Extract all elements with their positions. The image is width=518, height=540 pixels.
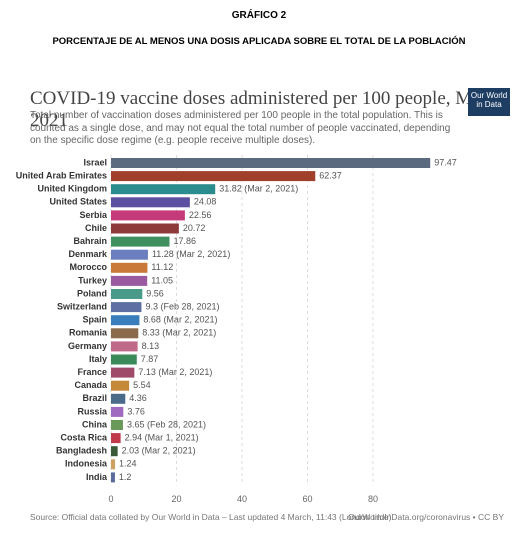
value-label: 62.37	[319, 170, 342, 180]
category-label: Brazil	[82, 393, 107, 403]
source: Source: Official data collated by Our Wo…	[30, 512, 392, 522]
category-label: Canada	[74, 380, 108, 390]
value-label: 8.13	[142, 341, 160, 351]
bar	[111, 249, 148, 260]
bar	[111, 223, 179, 234]
value-label: 4.36	[129, 393, 147, 403]
bar	[111, 236, 170, 247]
category-label: Denmark	[68, 249, 108, 259]
value-label: 8.33 (Mar 2, 2021)	[142, 328, 216, 338]
category-label: Costa Rica	[60, 432, 108, 442]
value-label: 2.94 (Mar 1, 2021)	[125, 432, 199, 442]
value-label: 20.72	[183, 223, 206, 233]
chart-subtitle: Total number of vaccination doses admini…	[30, 110, 451, 146]
bar	[111, 275, 148, 286]
bar	[111, 328, 139, 339]
category-label: Germany	[68, 341, 107, 351]
bar	[111, 433, 121, 444]
bar	[111, 197, 190, 208]
bar	[111, 210, 185, 221]
bar	[111, 302, 142, 313]
value-label: 7.13 (Mar 2, 2021)	[138, 367, 212, 377]
category-label: Bangladesh	[56, 446, 107, 456]
category-label: United Arab Emirates	[16, 170, 107, 180]
heading-sub: PORCENTAJE DE AL MENOS UNA DOSIS APLICAD…	[52, 36, 466, 47]
value-label: 97.47	[434, 157, 457, 167]
bar	[111, 158, 431, 168]
bar	[111, 315, 140, 326]
value-label: 1.24	[119, 459, 137, 469]
value-label: 11.05	[151, 275, 173, 285]
value-label: 3.76	[127, 406, 145, 416]
category-label: France	[77, 367, 107, 377]
category-label: Morocco	[69, 262, 107, 272]
bar	[111, 459, 116, 470]
value-label: 24.08	[194, 197, 217, 207]
x-tick-label: 40	[237, 494, 247, 504]
bar	[111, 341, 138, 352]
heading: GRÁFICO 2	[231, 10, 287, 21]
value-label: 11.12	[151, 262, 173, 272]
value-label: 2.03 (Mar 2, 2021)	[122, 446, 196, 456]
logo: Our World in Data	[468, 88, 510, 116]
bar	[111, 406, 124, 417]
value-label: 1.2	[119, 472, 132, 482]
x-tick-label: 0	[108, 494, 113, 504]
category-label: United States	[49, 197, 107, 207]
source-link: OurWorldInData.org/coronavirus • CC BY	[348, 512, 504, 522]
bar	[111, 446, 118, 457]
category-label: Indonesia	[65, 459, 108, 469]
value-label: 7.87	[141, 354, 159, 364]
category-label: Spain	[82, 315, 107, 325]
chart-title: COVID-19 vaccine doses administered per …	[30, 88, 506, 131]
bar	[111, 420, 123, 430]
category-label: United Kingdom	[38, 184, 108, 194]
x-tick-label: 20	[171, 494, 181, 504]
bar	[111, 171, 316, 182]
value-label: 22.56	[189, 210, 212, 220]
x-tick-label: 80	[368, 494, 378, 504]
bar	[111, 289, 143, 299]
category-label: Poland	[77, 288, 107, 298]
bar	[111, 380, 130, 391]
value-label: 31.82 (Mar 2, 2021)	[219, 184, 298, 194]
bar	[111, 472, 115, 483]
bar	[111, 184, 216, 195]
bar	[111, 262, 148, 273]
value-label: 9.3 (Feb 28, 2021)	[145, 301, 219, 311]
x-tick-label: 60	[302, 494, 312, 504]
category-label: Romania	[69, 328, 108, 338]
category-label: Serbia	[79, 210, 108, 220]
value-label: 17.86	[173, 236, 196, 246]
category-label: India	[86, 472, 108, 482]
bar	[111, 354, 137, 365]
category-label: Chile	[85, 223, 107, 233]
value-label: 11.28 (Mar 2, 2021)	[152, 249, 230, 259]
category-label: Switzerland	[57, 301, 107, 311]
category-label: Russia	[77, 406, 108, 416]
value-label: 5.54	[133, 380, 151, 390]
bar	[111, 393, 126, 404]
bar	[111, 367, 135, 378]
category-label: Turkey	[78, 275, 107, 285]
category-label: Bahrain	[73, 236, 107, 246]
category-label: Israel	[83, 157, 107, 167]
value-label: 8.68 (Mar 2, 2021)	[143, 315, 217, 325]
category-label: Italy	[89, 354, 107, 364]
value-label: 3.65 (Feb 28, 2021)	[127, 419, 206, 429]
category-label: China	[82, 419, 108, 429]
value-label: 9.56	[146, 288, 164, 298]
